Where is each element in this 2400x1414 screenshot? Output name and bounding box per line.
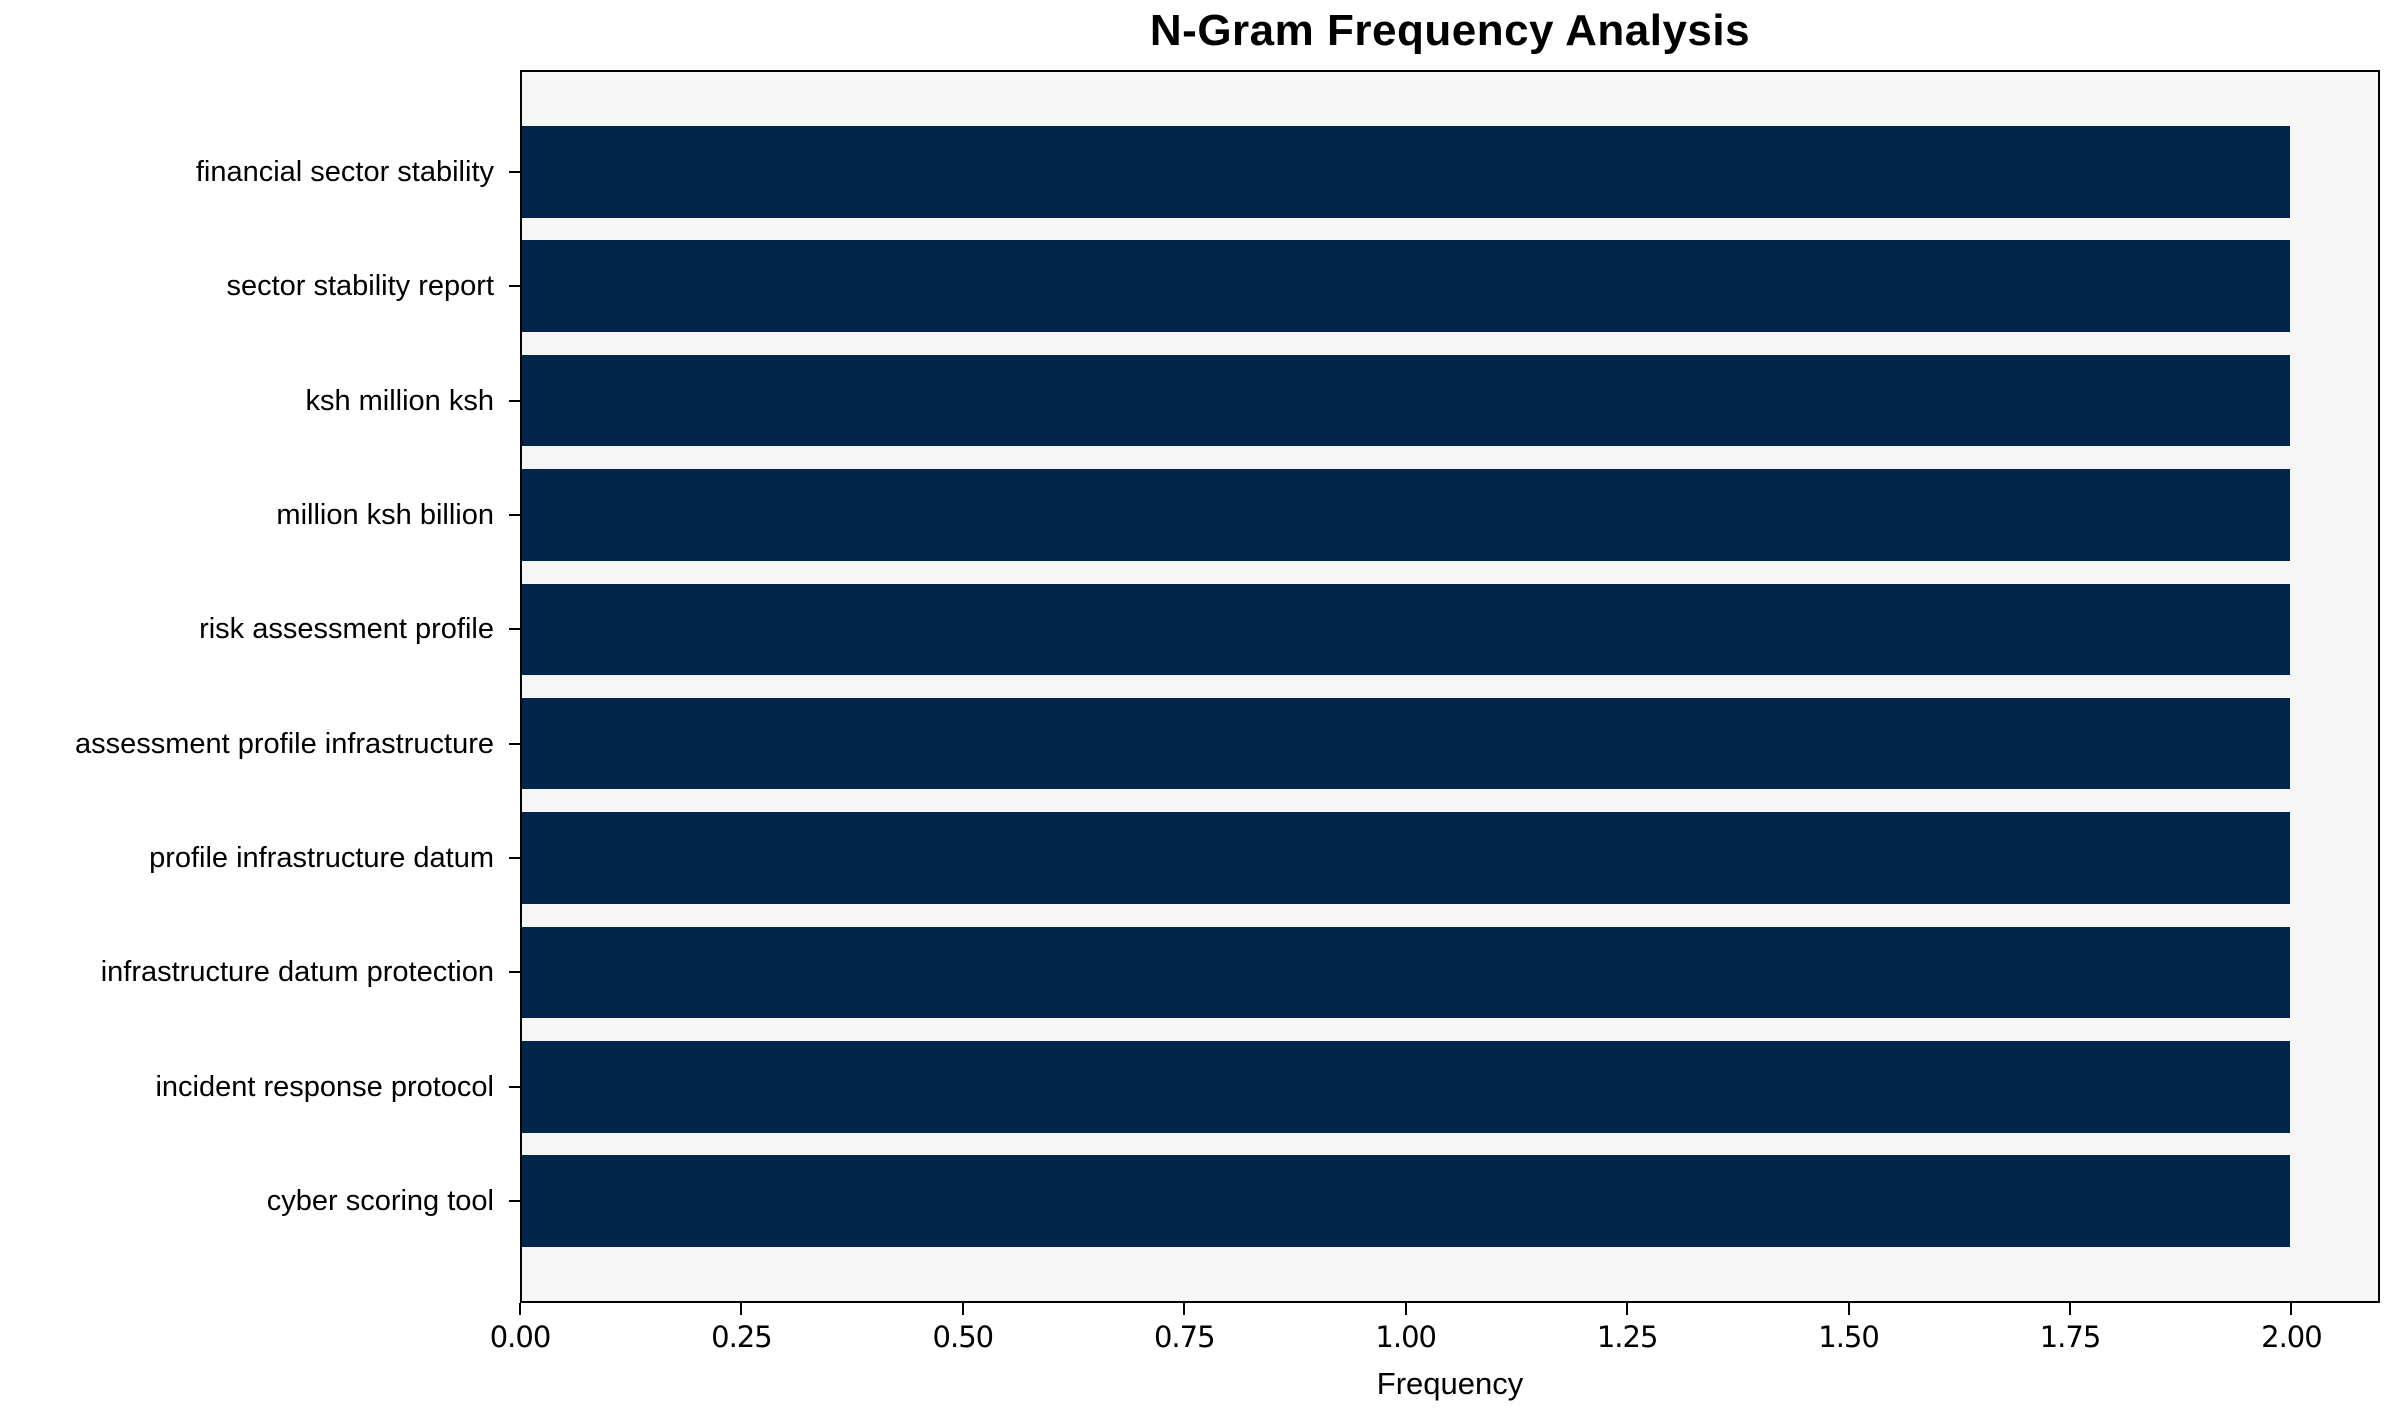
y-tick-label: incident response protocol: [155, 1070, 494, 1103]
x-tick-label: 2.00: [2261, 1320, 2323, 1354]
y-tick-label: million ksh billion: [276, 498, 494, 531]
y-tick-mark: [509, 399, 520, 402]
bar: [522, 240, 2290, 332]
bar: [522, 126, 2290, 218]
bar: [522, 583, 2290, 676]
x-tick-mark: [1847, 1303, 1850, 1315]
bar: [522, 697, 2290, 790]
x-tick-label: 1.00: [1375, 1320, 1437, 1354]
x-axis-label: Frequency: [1376, 1366, 1524, 1401]
y-tick-mark: [509, 1085, 520, 1088]
y-tick-label: ksh million ksh: [305, 384, 494, 417]
bar: [522, 812, 2290, 904]
y-tick-label: sector stability report: [226, 270, 494, 303]
y-tick-mark: [509, 742, 520, 745]
y-tick-mark: [509, 971, 520, 974]
x-tick-mark: [961, 1303, 964, 1315]
x-tick-mark: [740, 1303, 743, 1315]
x-tick-label: 1.25: [1596, 1320, 1659, 1354]
x-tick-label: 0.75: [1153, 1320, 1216, 1354]
x-tick-label: 1.50: [1818, 1320, 1880, 1354]
y-tick-mark: [509, 285, 520, 288]
x-tick-label: 0.25: [711, 1320, 773, 1354]
y-tick-mark: [509, 857, 520, 860]
y-tick-mark: [509, 628, 520, 631]
bar: [522, 1155, 2290, 1247]
y-tick-mark: [509, 1200, 520, 1203]
y-tick-mark: [509, 170, 520, 173]
x-tick-mark: [2069, 1303, 2071, 1315]
x-tick-mark: [2290, 1303, 2293, 1315]
x-tick-mark: [519, 1303, 521, 1315]
y-tick-label: profile infrastructure datum: [149, 842, 494, 875]
y-tick-label: financial sector stability: [195, 155, 494, 188]
y-tick-label: assessment profile infrastructure: [74, 727, 494, 760]
x-tick-mark: [1404, 1303, 1407, 1315]
y-tick-label: infrastructure datum protection: [100, 956, 494, 989]
x-tick-mark: [1626, 1303, 1629, 1315]
x-tick-mark: [1183, 1303, 1186, 1315]
bar: [522, 354, 2290, 447]
chart-title: N-Gram Frequency Analysis: [1149, 6, 1751, 55]
y-tick-mark: [509, 513, 520, 516]
y-tick-label: cyber scoring tool: [266, 1185, 494, 1218]
bar: [522, 469, 2290, 561]
plot-area: [520, 70, 2380, 1303]
bar: [522, 1041, 2290, 1133]
x-tick-label: 0.50: [932, 1320, 995, 1354]
y-tick-label: risk assessment profile: [199, 613, 494, 646]
bar: [522, 926, 2290, 1019]
x-tick-label: 0.00: [489, 1320, 552, 1354]
x-tick-label: 1.75: [2039, 1320, 2102, 1354]
